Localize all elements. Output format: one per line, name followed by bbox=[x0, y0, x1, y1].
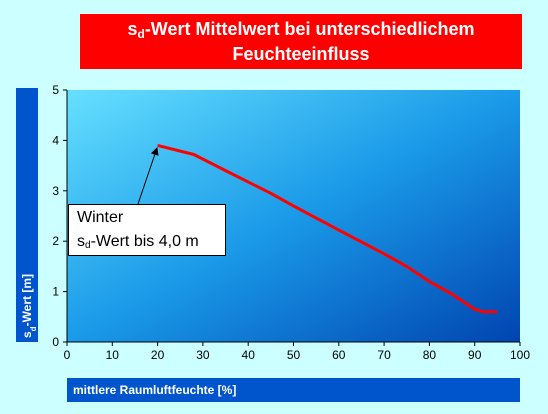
data-line bbox=[157, 143, 498, 314]
x-tick-label: 0 bbox=[64, 348, 71, 362]
x-tick-label: 70 bbox=[377, 348, 391, 362]
x-tick-label: 80 bbox=[423, 348, 437, 362]
x-tick-label: 10 bbox=[106, 348, 120, 362]
x-tick-label: 90 bbox=[468, 348, 482, 362]
y-tick-label: 5 bbox=[52, 83, 59, 97]
y-axis-label-svg: sd-Wert [m] bbox=[20, 274, 38, 338]
y-tick-label: 3 bbox=[52, 184, 59, 198]
x-axis-label: mittlere Raumluftfeuchte [%] bbox=[67, 378, 520, 402]
y-tick-label: 0 bbox=[52, 335, 59, 349]
x-tick-label: 50 bbox=[287, 348, 301, 362]
x-tick-label: 20 bbox=[151, 348, 165, 362]
y-tick-label: 2 bbox=[52, 234, 59, 248]
chart-title: sd-Wert Mittelwert bei unterschiedlichem… bbox=[80, 14, 522, 69]
annotation: Winter sd-Wert bis 4,0 m bbox=[68, 204, 226, 256]
x-tick-label: 100 bbox=[510, 348, 530, 362]
x-tick-label: 60 bbox=[332, 348, 346, 362]
y-axis-label-box: sd-Wert [m] bbox=[16, 88, 38, 342]
y-axis-label: sd-Wert [m] bbox=[20, 274, 38, 338]
y-tick-label: 1 bbox=[52, 285, 59, 299]
x-tick-label: 40 bbox=[242, 348, 256, 362]
y-tick-label: 4 bbox=[52, 133, 59, 147]
x-tick-label: 30 bbox=[196, 348, 210, 362]
